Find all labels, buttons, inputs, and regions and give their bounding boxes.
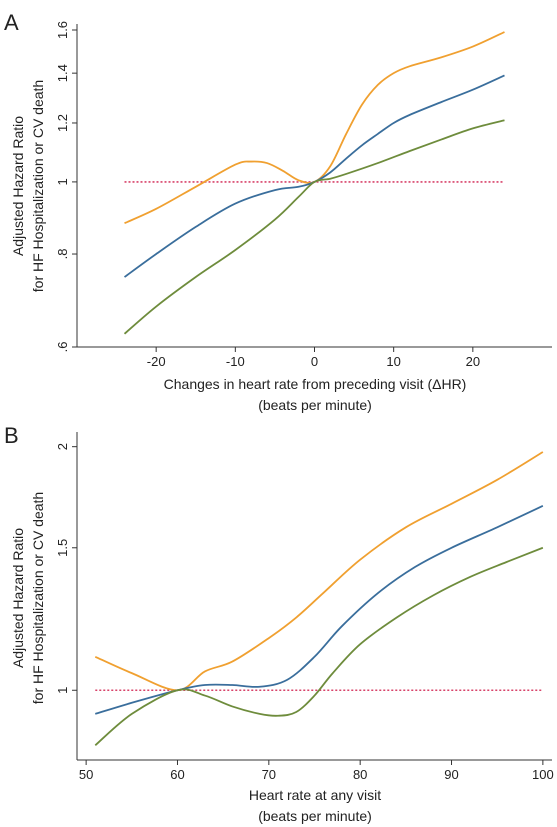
panel-a-y-tick-label: 1.6	[55, 21, 70, 39]
panel-a-x-tick-label: 20	[466, 354, 480, 369]
panel-a-x-axis-title-line2: (beats per minute)	[258, 397, 372, 413]
panel-b-x-tick-label: 50	[79, 767, 93, 782]
panel-a-y-tick-label: .6	[55, 342, 70, 353]
panel-a-upper-curve	[124, 31, 505, 225]
panel-b-x-tick-label: 100	[532, 767, 554, 782]
panel-b: B Adjusted Hazard Ratio for HF Hospitali…	[4, 423, 554, 824]
panel-a-estimate-curve	[123, 74, 505, 278]
panel-b-lower-curve	[94, 546, 544, 746]
panel-a-lower-curve	[123, 119, 505, 335]
panel-b-x-tick-label: 90	[444, 767, 458, 782]
panel-b-y-tick-label: 1	[55, 687, 70, 694]
panel-b-y-axis-title-line1: Adjusted Hazard Ratio	[10, 528, 26, 668]
panel-a-y-tick-label: .8	[55, 249, 70, 260]
panel-b-x-tick-label: 60	[170, 767, 184, 782]
panel-a-y-axis-title-line1: Adjusted Hazard Ratio	[10, 116, 26, 256]
panel-a-y-axis-title: Adjusted Hazard Ratio for HF Hospitaliza…	[10, 80, 46, 292]
panel-a-plot-area	[123, 31, 505, 335]
panel-b-estimate-curve	[95, 505, 544, 715]
panel-a-x-axis-title-line1: Changes in heart rate from preceding vis…	[164, 376, 467, 392]
panel-a: A Adjusted Hazard Ratio for HF Hospitali…	[4, 10, 552, 413]
panel-a-y-tick-label: 1.2	[55, 114, 70, 132]
panel-a-x-tick-label: 0	[311, 354, 318, 369]
panel-a-x-tick-label: 10	[386, 354, 400, 369]
panel-b-plot-area	[94, 451, 544, 746]
panel-b-x-tick-label: 70	[262, 767, 276, 782]
panel-b-y-axis-title-line2: for HF Hospitalization or CV death	[30, 492, 46, 704]
panel-a-y-tick-label: 1	[55, 178, 70, 185]
panel-b-y-axis-title: Adjusted Hazard Ratio for HF Hospitaliza…	[10, 492, 46, 704]
panel-b-axes: 50 60 70 80 90 100 1 1.5 2	[55, 432, 554, 782]
panel-b-upper-curve	[94, 451, 544, 692]
panel-b-letter: B	[4, 423, 19, 448]
panel-b-x-tick-label: 80	[353, 767, 367, 782]
panel-a-axes: -20 -10 0 10 20 .6 .8 1 1.2 1.4 1.6	[55, 21, 552, 369]
panel-a-x-tick-label: -10	[226, 354, 245, 369]
panel-b-y-tick-label: 1.5	[55, 539, 70, 557]
panel-a-y-tick-label: 1.4	[55, 64, 70, 82]
panel-b-y-tick-label: 2	[55, 443, 70, 450]
panel-a-letter: A	[4, 10, 19, 35]
panel-a-x-tick-label: -20	[147, 354, 166, 369]
panel-b-x-axis-title-line1: Heart rate at any visit	[249, 787, 381, 803]
panel-b-x-axis-title-line2: (beats per minute)	[258, 808, 372, 824]
panel-a-y-axis-title-line2: for HF Hospitalization or CV death	[30, 80, 46, 292]
